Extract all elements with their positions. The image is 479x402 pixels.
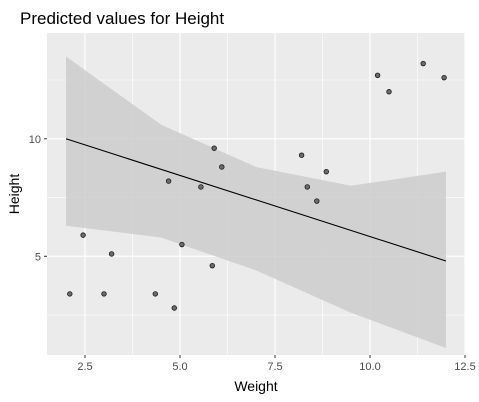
x-tick-label: 10.0 <box>359 361 380 373</box>
data-point <box>211 145 217 151</box>
x-tick-label: 7.5 <box>267 361 282 373</box>
data-point <box>420 60 426 67</box>
x-tick-label: 2.5 <box>77 361 92 373</box>
data-point <box>152 291 158 297</box>
y-tick-label: 10 <box>29 134 41 146</box>
x-tick-label: 5.0 <box>172 361 187 373</box>
data-point <box>171 305 177 311</box>
regression-line <box>65 138 447 262</box>
data-point <box>101 291 107 297</box>
data-point <box>441 74 447 81</box>
data-point <box>80 232 86 238</box>
y-axis-ticks: 5 10 <box>29 134 47 263</box>
data-point <box>314 198 320 204</box>
data-point <box>67 291 73 297</box>
y-tick-label: 5 <box>35 251 41 263</box>
data-point <box>374 72 381 79</box>
data-point <box>108 251 115 257</box>
data-point <box>298 152 305 158</box>
data-point <box>165 178 172 184</box>
data-point <box>219 164 225 170</box>
y-axis-title: Height <box>6 174 22 215</box>
data-point <box>304 184 310 190</box>
x-axis-title: Weight <box>234 378 277 394</box>
data-point <box>198 184 204 190</box>
data-point <box>209 262 215 269</box>
data-point <box>323 168 329 175</box>
x-tick-label: 12.5 <box>454 361 475 373</box>
data-point <box>179 241 185 248</box>
chart-title: Predicted values for Height <box>20 9 224 28</box>
data-points <box>67 60 447 311</box>
x-axis-ticks: 2.5 5.0 7.5 10.0 12.5 <box>77 355 476 373</box>
confidence-band <box>66 56 446 348</box>
data-point <box>386 89 392 95</box>
